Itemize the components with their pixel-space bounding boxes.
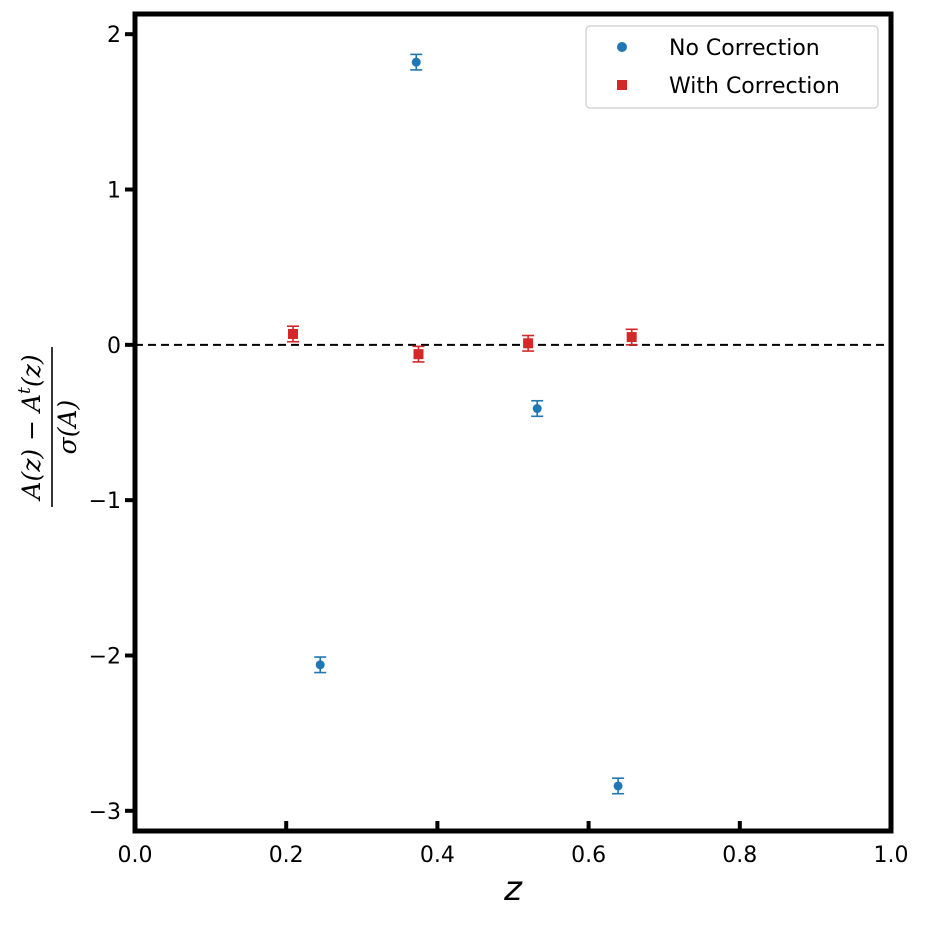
legend-label-no-correction: No Correction bbox=[669, 36, 820, 61]
data-point-with-correction bbox=[523, 338, 534, 349]
legend-label-with-correction: With Correction bbox=[669, 74, 840, 99]
y-tick-label: 2 bbox=[107, 23, 121, 48]
y-axis-label: A(z) − At(z) σ(A) bbox=[15, 347, 82, 507]
data-point-no-correction bbox=[315, 660, 325, 670]
plot-frame bbox=[132, 11, 894, 834]
y-tick-label: 1 bbox=[107, 179, 121, 204]
y-axis-label-numerator: A(z) − At(z) bbox=[15, 354, 46, 501]
x-tick-label: 0.2 bbox=[269, 843, 304, 868]
legend-marker-with-correction bbox=[617, 80, 627, 90]
x-tick-label: 0.8 bbox=[722, 843, 757, 868]
y-tick-label: −3 bbox=[89, 800, 121, 825]
legend-marker-no-correction bbox=[617, 42, 627, 52]
y-tick-label: −1 bbox=[89, 489, 121, 514]
y-tick-label: −2 bbox=[89, 644, 121, 669]
data-point-with-correction bbox=[288, 328, 299, 339]
legend-box bbox=[585, 25, 879, 109]
y-axis-ticks: −3 −2 −1 0 1 2 bbox=[89, 23, 135, 825]
data-point-no-correction bbox=[613, 781, 623, 791]
data-point-with-correction bbox=[626, 332, 637, 343]
x-tick-label: 0.6 bbox=[571, 843, 606, 868]
data-point-no-correction bbox=[532, 404, 542, 414]
legend: No Correction With Correction bbox=[585, 25, 879, 109]
x-tick-label: 0.0 bbox=[118, 843, 153, 868]
x-axis-ticks: 0.0 0.2 0.4 0.6 0.8 1.0 bbox=[118, 821, 909, 868]
x-tick-label: 1.0 bbox=[874, 843, 909, 868]
x-tick-label: 0.4 bbox=[420, 843, 455, 868]
x-axis-label: z bbox=[503, 869, 523, 909]
y-axis-label-denominator: σ(A) bbox=[53, 400, 82, 455]
series-with-correction bbox=[287, 325, 638, 363]
data-point-no-correction bbox=[411, 57, 421, 67]
data-point-with-correction bbox=[413, 349, 424, 360]
data-series bbox=[287, 53, 638, 795]
series-no-correction bbox=[314, 53, 625, 795]
y-tick-label: 0 bbox=[107, 334, 121, 359]
